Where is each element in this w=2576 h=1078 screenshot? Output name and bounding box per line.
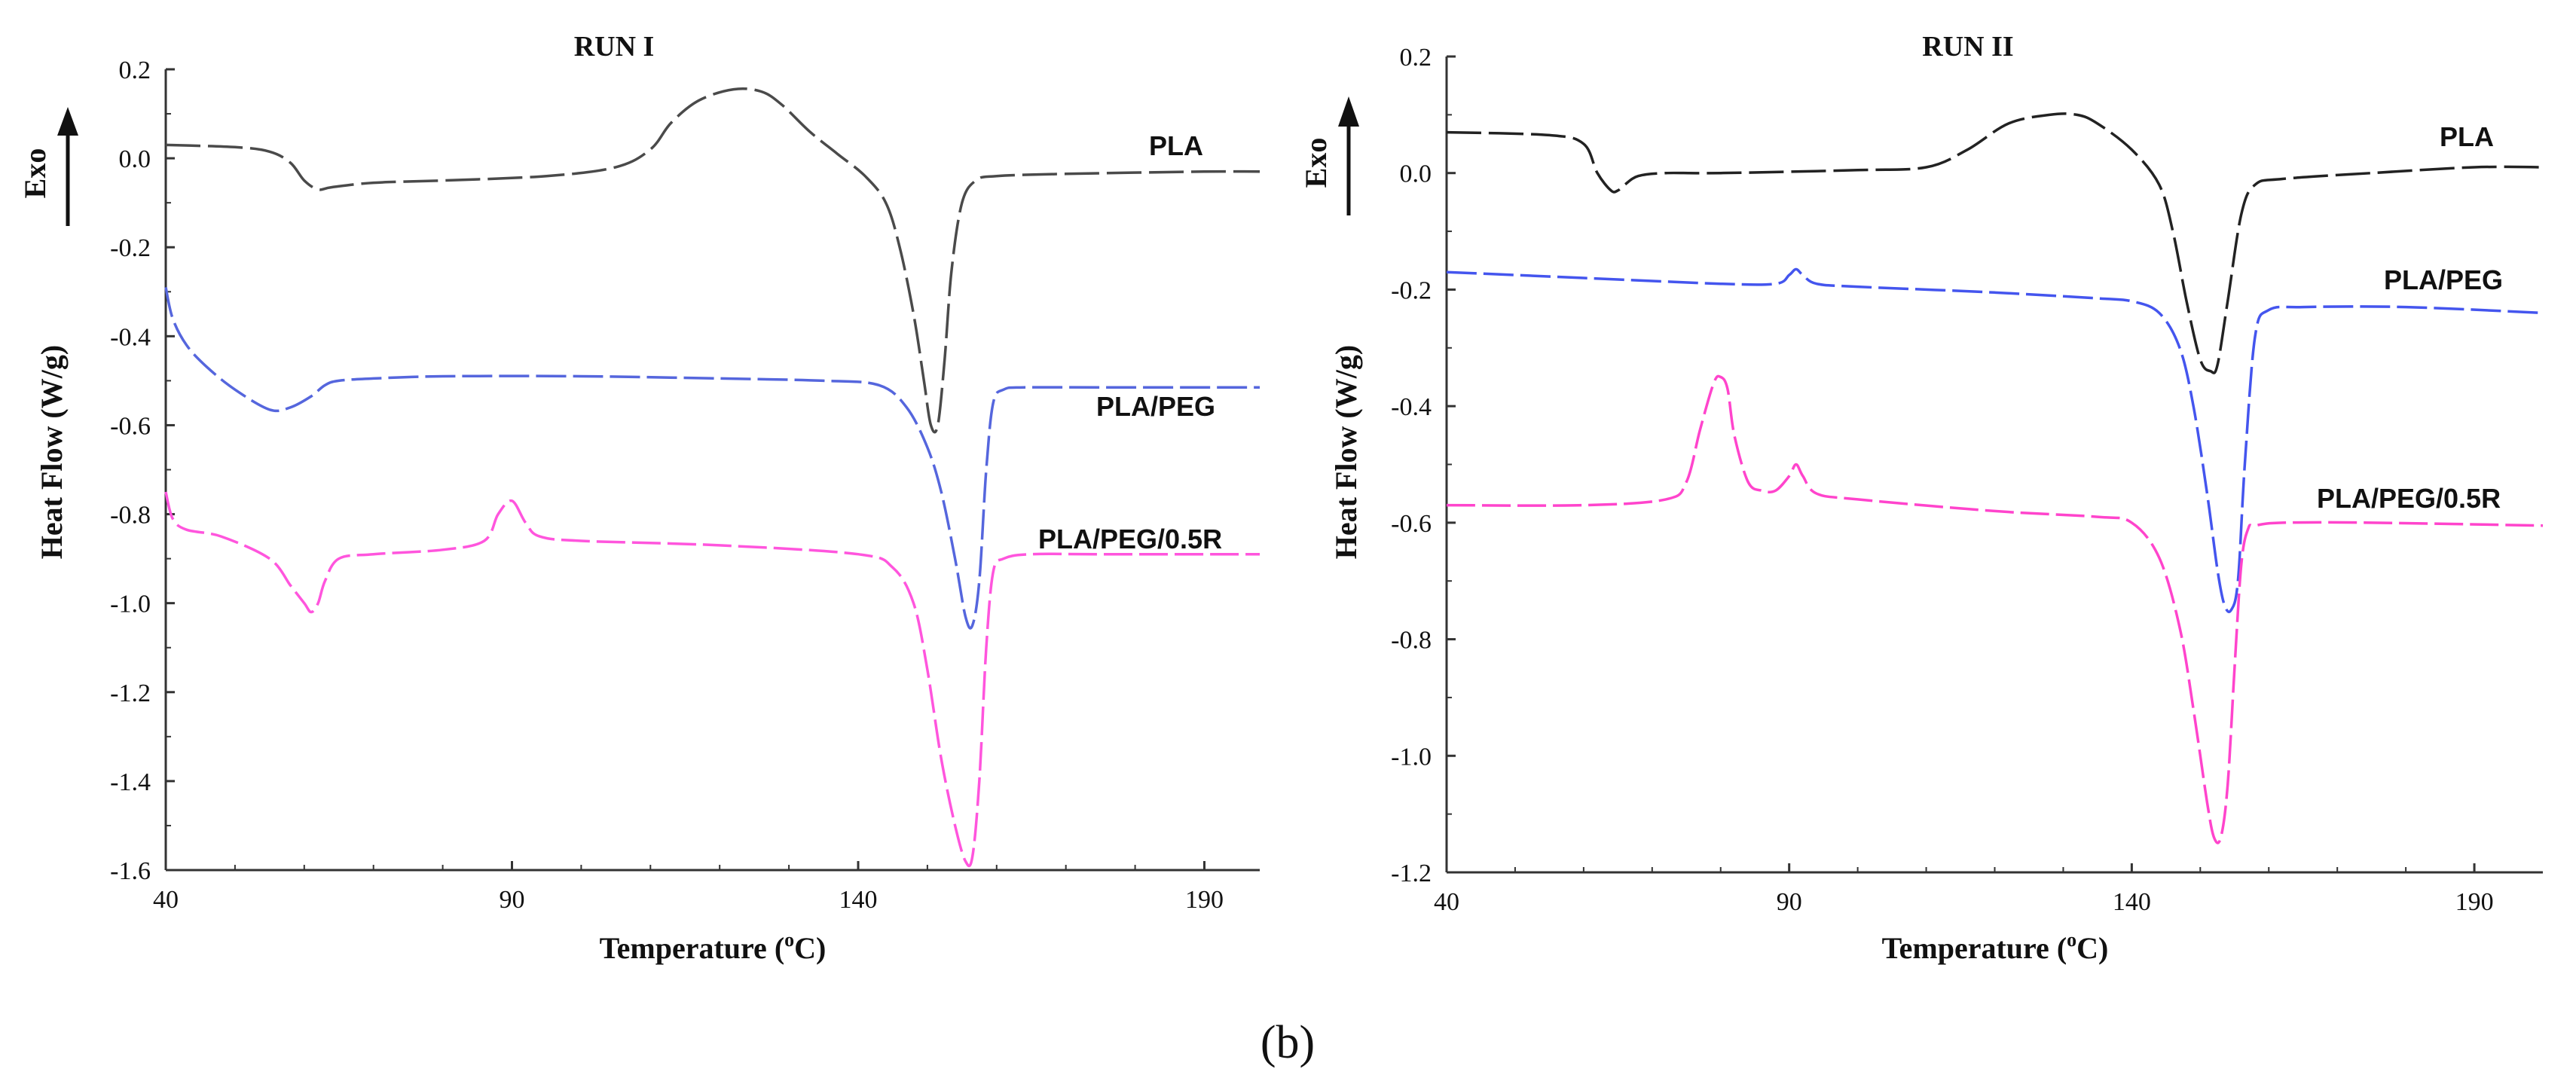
series-label-pla: PLA (1149, 130, 1203, 161)
series-line-pla (165, 87, 1260, 434)
x-tick-label: 40 (1434, 888, 1459, 916)
x-tick-label: 90 (1777, 888, 1802, 916)
y-ticks: 0.2 0.0 -0.2 -0.4 -0.6 -0.8 -1.0 -1.2 (1391, 44, 1456, 887)
y-tick-label: 0.0 (1400, 160, 1432, 188)
y-tick-label: 0.2 (119, 56, 151, 84)
y-tick-label: -0.8 (1391, 627, 1432, 655)
series-line-pla-peg (1446, 267, 2544, 613)
series-label-pla: PLA (2440, 121, 2494, 152)
panel-label: (b) (1260, 1017, 1315, 1068)
exo-arrow-icon (57, 107, 78, 136)
x-ticks: 40 90 140 190 (1434, 863, 2494, 916)
y-tick-label: -1.2 (110, 679, 151, 707)
series-line-pla (1446, 112, 2544, 374)
chart-title-run-i: RUN I (574, 31, 655, 63)
chart-run-i: RUN I 0.2 0.0 -0.2 -0.4 -0.6 -0.8 -1.0 -1.2 -1.4… (18, 31, 1260, 965)
x-tick-label: 140 (2113, 888, 2151, 916)
x-ticks: 40 90 140 190 (153, 861, 1224, 914)
y-tick-label: 0.2 (1400, 44, 1432, 72)
y-tick-label: -1.2 (1391, 860, 1432, 887)
y-tick-label: -0.2 (110, 234, 151, 262)
x-tick-label: 90 (499, 886, 524, 914)
series-label-pla-peg: PLA/PEG (1096, 391, 1215, 422)
y-tick-label: -0.6 (110, 412, 151, 440)
series-group (164, 87, 1260, 868)
y-tick-label: -1.4 (110, 768, 151, 796)
chart-run-ii: RUN II 0.2 0.0 -0.2 -0.4 -0.6 -0.8 -1.0 -1.2 40… (1299, 31, 2544, 965)
y-tick-label: -1.0 (110, 591, 151, 618)
y-tick-label: -0.2 (1391, 276, 1432, 304)
chart-title-run-ii: RUN II (1922, 31, 2013, 63)
y-tick-label: -0.4 (110, 323, 151, 351)
y-axis-label: Heat Flow (W/g) (35, 345, 69, 559)
y-tick-label: -1.6 (110, 857, 151, 885)
series-line-pla-peg (164, 287, 1260, 630)
exo-arrow-icon (1338, 96, 1359, 127)
x-axis-label: Temperature (oC) (1882, 929, 2109, 965)
x-tick-label: 140 (839, 886, 877, 914)
series-group (1446, 112, 2544, 844)
y-tick-label: -0.4 (1391, 393, 1432, 421)
x-axis-label: Temperature (oC) (600, 929, 827, 965)
series-label-pla-peg: PLA/PEG (2384, 264, 2503, 295)
title-mask (1880, 32, 2106, 65)
y-ticks: 0.2 0.0 -0.2 -0.4 -0.6 -0.8 -1.0 -1.2 -1.4 -1.6 (110, 56, 175, 885)
exo-label: Exo (18, 148, 52, 199)
x-tick-label: 190 (2455, 888, 2494, 916)
exo-label: Exo (1299, 138, 1333, 188)
series-line-pla-peg-0-5r (164, 491, 1260, 868)
series-label-pla-peg-05r: PLA/PEG/0.5R (1038, 524, 1222, 554)
y-axis-label: Heat Flow (W/g) (1329, 345, 1363, 559)
x-tick-label: 190 (1185, 886, 1224, 914)
y-tick-label: -1.0 (1391, 743, 1432, 771)
series-line-pla-peg-0-5r (1446, 374, 2544, 844)
y-tick-label: -0.6 (1391, 510, 1432, 538)
series-label-pla-peg-05r: PLA/PEG/0.5R (2317, 483, 2501, 514)
y-tick-label: -0.8 (110, 502, 151, 530)
y-tick-label: 0.0 (119, 145, 151, 173)
x-tick-label: 40 (153, 886, 179, 914)
